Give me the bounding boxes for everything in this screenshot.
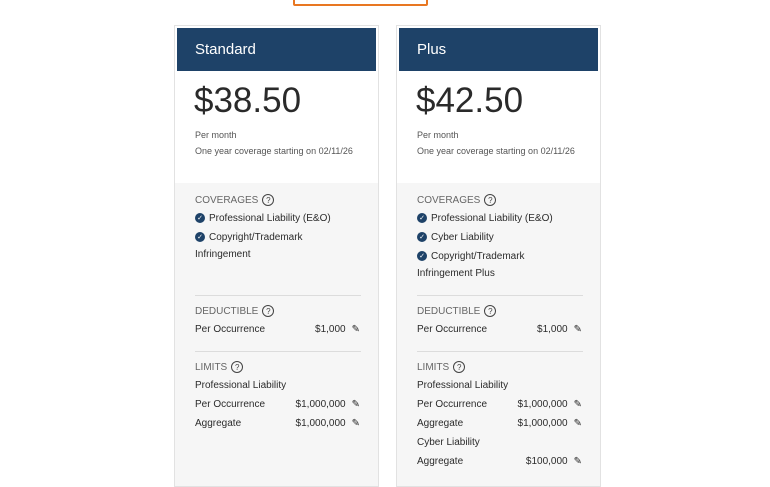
coverage-item: ✓ Cyber Liability xyxy=(417,230,582,244)
coverage-item: ✓ Copyright/Trademark xyxy=(195,230,360,244)
row-label: Aggregate xyxy=(195,417,242,429)
row-value: $1,000,000 xyxy=(295,417,346,429)
details-section xyxy=(175,183,378,486)
limit-group-title: Professional Liability xyxy=(417,379,509,391)
help-icon[interactable]: ? xyxy=(453,361,466,373)
divider xyxy=(417,351,583,352)
plan-name: Standard xyxy=(195,41,256,58)
check-circle-icon: ✓ xyxy=(417,232,427,242)
edit-pencil-icon[interactable]: ✎ xyxy=(351,323,360,335)
limits-heading: LIMITS? xyxy=(195,361,244,373)
coverage-name: Professional Liability (E&O) xyxy=(431,212,553,224)
limit-row: Per Occurrence $1,000,000 ✎ xyxy=(417,397,582,411)
check-circle-icon: ✓ xyxy=(195,232,205,242)
plan-header: Standard xyxy=(177,28,376,71)
coverage-continuation: Infringement Plus xyxy=(417,267,495,279)
coverages-heading: COVERAGES? xyxy=(195,194,275,206)
row-label: Aggregate xyxy=(417,417,464,429)
row-label: Per Occurrence xyxy=(417,323,488,335)
divider xyxy=(417,295,583,296)
coverages-heading: COVERAGES? xyxy=(417,194,497,206)
coverage-name: Cyber Liability xyxy=(431,231,494,243)
limits-label: LIMITS xyxy=(417,361,450,373)
plan-price: $38.50 xyxy=(194,81,302,120)
deductible-label: DEDUCTIBLE xyxy=(417,305,481,317)
limit-group-title: Cyber Liability xyxy=(417,436,480,448)
check-circle-icon: ✓ xyxy=(195,213,205,223)
row-label: Per Occurrence xyxy=(195,323,266,335)
help-icon[interactable]: ? xyxy=(231,361,244,373)
deductible-heading: DEDUCTIBLE? xyxy=(417,305,497,317)
limit-row: Aggregate $1,000,000 ✎ xyxy=(195,416,360,430)
limits-label: LIMITS xyxy=(195,361,228,373)
row-value: $1,000,000 xyxy=(517,417,568,429)
limit-row: Aggregate $1,000,000 ✎ xyxy=(417,416,582,430)
limit-group-title: Professional Liability xyxy=(195,379,287,391)
coverage-start: One year coverage starting on 02/11/26 xyxy=(417,146,575,156)
coverage-item: ✓ Professional Liability (E&O) xyxy=(417,211,582,225)
plan-card-plus[interactable]: Plus $42.50 Per month One year coverage … xyxy=(396,25,601,487)
details-section xyxy=(397,183,600,486)
coverage-continuation: Infringement xyxy=(195,248,251,260)
limit-row: Aggregate $100,000 ✎ xyxy=(417,454,582,468)
help-icon[interactable]: ? xyxy=(484,194,497,206)
deductible-heading: DEDUCTIBLE? xyxy=(195,305,275,317)
edit-pencil-icon[interactable]: ✎ xyxy=(573,323,582,335)
plan-header: Plus xyxy=(399,28,598,71)
help-icon[interactable]: ? xyxy=(262,305,275,317)
row-value: $1,000,000 xyxy=(517,398,568,410)
edit-pencil-icon[interactable]: ✎ xyxy=(573,455,582,467)
plan-card-standard[interactable]: Standard $38.50 Per month One year cover… xyxy=(174,25,379,487)
edit-pencil-icon[interactable]: ✎ xyxy=(351,398,360,410)
row-label: Per Occurrence xyxy=(195,398,266,410)
coverage-item: ✓ Copyright/Trademark xyxy=(417,249,582,263)
limit-row: Per Occurrence $1,000,000 ✎ xyxy=(195,397,360,411)
coverages-label: COVERAGES xyxy=(417,194,481,206)
plan-price: $42.50 xyxy=(416,81,524,120)
row-value: $1,000 xyxy=(315,323,346,335)
edit-pencil-icon[interactable]: ✎ xyxy=(573,398,582,410)
row-label: Per Occurrence xyxy=(417,398,488,410)
deductible-row: Per Occurrence $1,000 ✎ xyxy=(195,322,360,336)
row-label: Aggregate xyxy=(417,455,464,467)
row-value: $100,000 xyxy=(525,455,568,467)
top-button[interactable] xyxy=(293,0,428,6)
coverage-name: Professional Liability (E&O) xyxy=(209,212,331,224)
coverage-name: Copyright/Trademark xyxy=(431,250,525,262)
coverage-item: ✓ Professional Liability (E&O) xyxy=(195,211,360,225)
edit-pencil-icon[interactable]: ✎ xyxy=(351,417,360,429)
deductible-row: Per Occurrence $1,000 ✎ xyxy=(417,322,582,336)
price-period: Per month xyxy=(195,130,237,140)
plan-name: Plus xyxy=(417,41,447,58)
check-circle-icon: ✓ xyxy=(417,213,427,223)
help-icon[interactable]: ? xyxy=(484,305,497,317)
row-value: $1,000 xyxy=(537,323,568,335)
coverages-label: COVERAGES xyxy=(195,194,259,206)
edit-pencil-icon[interactable]: ✎ xyxy=(573,417,582,429)
check-circle-icon: ✓ xyxy=(417,251,427,261)
coverage-start: One year coverage starting on 02/11/26 xyxy=(195,146,353,156)
coverage-name: Copyright/Trademark xyxy=(209,231,303,243)
price-period: Per month xyxy=(417,130,459,140)
deductible-label: DEDUCTIBLE xyxy=(195,305,259,317)
row-value: $1,000,000 xyxy=(295,398,346,410)
help-icon[interactable]: ? xyxy=(262,194,275,206)
divider xyxy=(195,351,361,352)
divider xyxy=(195,295,361,296)
limits-heading: LIMITS? xyxy=(417,361,466,373)
